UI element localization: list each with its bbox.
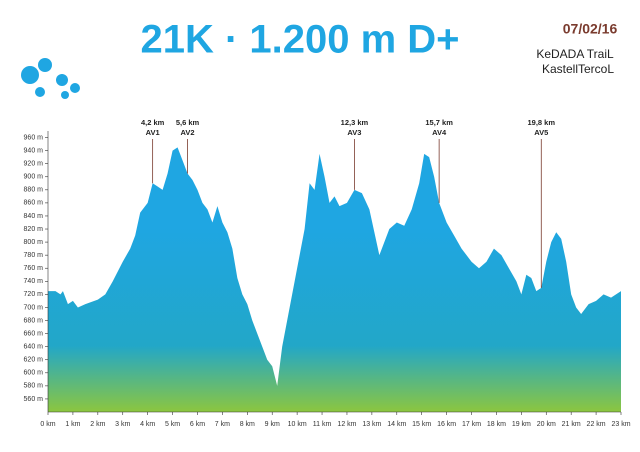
x-tick-label: 2 km	[90, 421, 105, 428]
x-tick-label: 1 km	[65, 421, 80, 428]
logo-text: KeDADA TraiL	[536, 47, 614, 61]
logo: 07/02/16 KeDADA TraiL KastellTercoL	[510, 21, 630, 82]
y-tick-label: 700 m	[24, 304, 44, 311]
annotation-name: AV4	[432, 128, 447, 137]
y-tick-label: 840 m	[24, 213, 44, 220]
x-tick-label: 19 km	[512, 421, 531, 428]
x-tick-label: 0 km	[40, 421, 55, 428]
x-tick-label: 11 km	[313, 421, 332, 428]
y-tick-label: 740 m	[24, 278, 44, 285]
annotation-name: AV1	[146, 128, 160, 137]
x-tick-label: 20 km	[537, 421, 556, 428]
logo-date: 07/02/16	[563, 21, 618, 37]
y-tick-label: 720 m	[24, 291, 44, 298]
x-tick-label: 16 km	[437, 421, 456, 428]
y-tick-label: 660 m	[24, 330, 44, 337]
y-tick-label: 820 m	[24, 226, 44, 233]
x-tick-label: 3 km	[115, 421, 130, 428]
x-tick-label: 23 km	[611, 421, 630, 428]
y-tick-label: 780 m	[24, 252, 44, 259]
x-tick-label: 5 km	[165, 421, 180, 428]
y-tick-label: 680 m	[24, 317, 44, 324]
x-tick-label: 9 km	[265, 421, 280, 428]
annotation-distance: 4,2 km	[141, 118, 165, 127]
annotation-name: AV5	[534, 128, 548, 137]
x-tick-label: 8 km	[240, 421, 255, 428]
y-tick-label: 900 m	[24, 174, 44, 181]
y-tick-label: 960 m	[24, 134, 44, 141]
y-tick-label: 560 m	[24, 396, 44, 403]
x-tick-label: 15 km	[412, 421, 431, 428]
x-tick-label: 6 km	[190, 421, 205, 428]
y-tick-label: 580 m	[24, 383, 44, 390]
x-tick-label: 14 km	[387, 421, 406, 428]
annotation-distance: 12,3 km	[341, 118, 369, 127]
y-tick-label: 920 m	[24, 161, 44, 168]
logo-box	[510, 22, 630, 82]
x-tick-label: 18 km	[487, 421, 506, 428]
y-tick-label: 640 m	[24, 343, 44, 350]
x-tick-label: 13 km	[362, 421, 381, 428]
x-tick-label: 17 km	[462, 421, 481, 428]
annotation-distance: 19,8 km	[528, 118, 556, 127]
chart-title: 21K · 1.200 m D+	[140, 18, 459, 62]
x-tick-label: 4 km	[140, 421, 155, 428]
y-tick-label: 760 m	[24, 265, 44, 272]
annotation-distance: 5,6 km	[176, 118, 200, 127]
y-tick-label: 860 m	[24, 200, 44, 207]
elevation-area	[48, 147, 621, 412]
x-tick-label: 12 km	[337, 421, 356, 428]
y-tick-label: 940 m	[24, 147, 44, 154]
y-tick-label: 620 m	[24, 357, 44, 364]
x-tick-label: 10 km	[288, 421, 307, 428]
logo-text: KastellTercoL	[542, 62, 614, 76]
annotation-name: AV2	[180, 128, 194, 137]
x-tick-label: 7 km	[215, 421, 230, 428]
x-tick-label: 22 km	[587, 421, 606, 428]
y-tick-label: 600 m	[24, 370, 44, 377]
y-tick-label: 880 m	[24, 187, 44, 194]
annotation-name: AV3	[347, 128, 361, 137]
annotation-distance: 15,7 km	[425, 118, 453, 127]
y-tick-label: 800 m	[24, 239, 44, 246]
x-tick-label: 21 km	[562, 421, 581, 428]
ant-icon	[21, 58, 80, 99]
